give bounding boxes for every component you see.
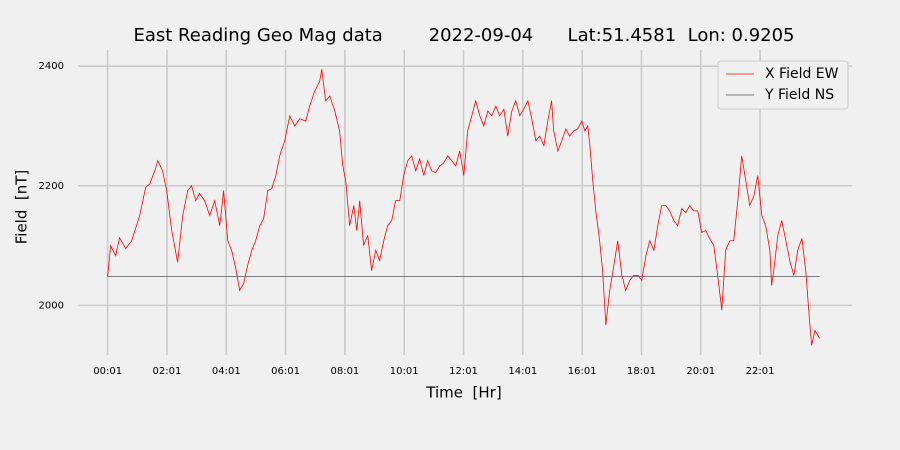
x-tick-label: 12:01 [449,366,478,377]
x-tick-label: 04:01 [212,366,241,377]
y-tick-label: 2200 [39,181,64,192]
x-tick-label: 18:01 [627,366,656,377]
chart-title: East Reading Geo Mag data 2022-09-04 Lat… [133,25,794,46]
lines [107,69,821,346]
y-tick-label: 2000 [39,300,64,311]
legend-label: X Field EW [765,66,839,82]
x-tick-label: 02:01 [153,366,182,377]
legend-label: Y Field NS [764,87,834,103]
x-tick-label: 16:01 [568,366,597,377]
x-tick-label: 22:01 [746,366,775,377]
x-tick-label: 00:01 [93,366,122,377]
y-tick-label: 2400 [39,61,64,72]
x-tick-label: 08:01 [330,366,359,377]
x-tick-label: 20:01 [686,366,715,377]
x-tick-label: 10:01 [390,366,419,377]
x-tick-label: 14:01 [508,366,537,377]
x-axis-label: Time [Hr] [425,384,501,402]
series-line [107,69,821,346]
x-tick-label: 06:01 [271,366,300,377]
legend-box [717,60,849,110]
y-axis-label: Field [nT] [13,170,31,245]
legend: X Field EW Y Field NS [717,60,849,110]
